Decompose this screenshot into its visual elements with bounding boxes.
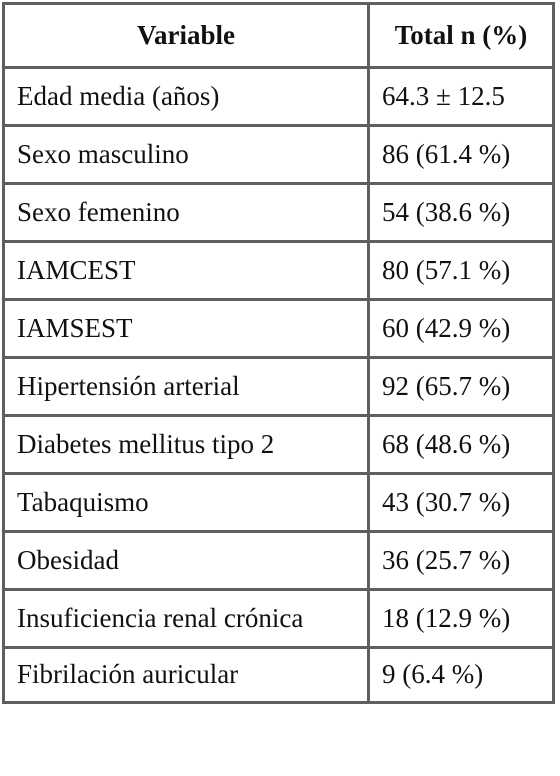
- cell-total: 43 (30.7 %): [367, 472, 555, 530]
- cell-variable: Diabetes mellitus tipo 2: [2, 414, 367, 472]
- table-row: Fibrilación auricular 9 (6.4 %): [2, 646, 555, 704]
- cell-total: 86 (61.4 %): [367, 124, 555, 182]
- cell-variable: Fibrilación auricular: [2, 646, 367, 704]
- cell-variable: Edad media (años): [2, 66, 367, 124]
- cell-total: 60 (42.9 %): [367, 298, 555, 356]
- cell-total: 64.3 ± 12.5: [367, 66, 555, 124]
- table-row: Insuficiencia renal crónica 18 (12.9 %): [2, 588, 555, 646]
- table-row: Sexo masculino 86 (61.4 %): [2, 124, 555, 182]
- cell-variable: Insuficiencia renal crónica: [2, 588, 367, 646]
- table-row: IAMCEST 80 (57.1 %): [2, 240, 555, 298]
- header-total: Total n (%): [367, 2, 555, 66]
- cell-variable: Tabaquismo: [2, 472, 367, 530]
- table-row: Hipertensión arterial 92 (65.7 %): [2, 356, 555, 414]
- table-row: Obesidad 36 (25.7 %): [2, 530, 555, 588]
- demographics-table: Variable Total n (%) Edad media (años) 6…: [2, 2, 555, 704]
- cell-total: 9 (6.4 %): [367, 646, 555, 704]
- cell-total: 92 (65.7 %): [367, 356, 555, 414]
- cell-variable: Obesidad: [2, 530, 367, 588]
- table-body: Edad media (años) 64.3 ± 12.5 Sexo mascu…: [2, 66, 555, 704]
- cell-variable: Sexo masculino: [2, 124, 367, 182]
- cell-total: 68 (48.6 %): [367, 414, 555, 472]
- cell-variable: IAMCEST: [2, 240, 367, 298]
- cell-variable: Sexo femenino: [2, 182, 367, 240]
- cell-total: 36 (25.7 %): [367, 530, 555, 588]
- table-row: IAMSEST 60 (42.9 %): [2, 298, 555, 356]
- table-row: Edad media (años) 64.3 ± 12.5: [2, 66, 555, 124]
- table-row: Sexo femenino 54 (38.6 %): [2, 182, 555, 240]
- table-row: Tabaquismo 43 (30.7 %): [2, 472, 555, 530]
- cell-total: 18 (12.9 %): [367, 588, 555, 646]
- header-variable: Variable: [2, 2, 367, 66]
- table-header: Variable Total n (%): [2, 2, 555, 66]
- cell-total: 80 (57.1 %): [367, 240, 555, 298]
- cell-total: 54 (38.6 %): [367, 182, 555, 240]
- cell-variable: IAMSEST: [2, 298, 367, 356]
- table-row: Diabetes mellitus tipo 2 68 (48.6 %): [2, 414, 555, 472]
- header-row: Variable Total n (%): [2, 2, 555, 66]
- cell-variable: Hipertensión arterial: [2, 356, 367, 414]
